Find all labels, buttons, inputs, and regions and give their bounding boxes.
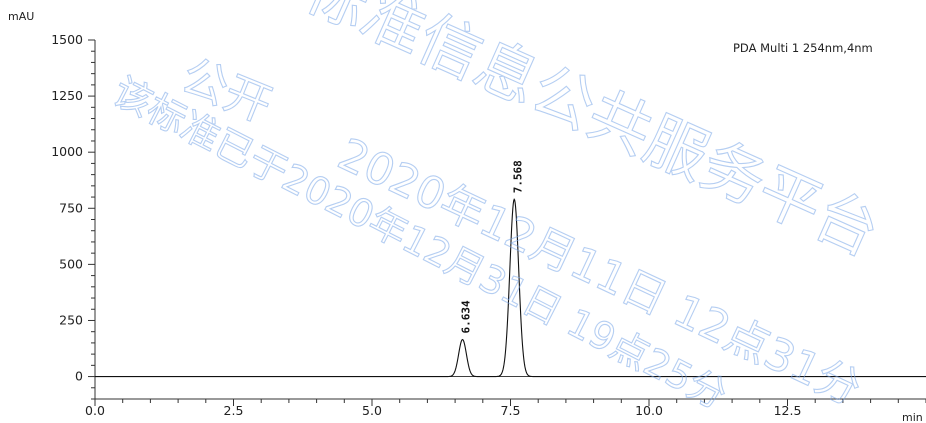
axes: 0 250 500 750 1000 1250 1500 0.0 2.5 5.0 7.5 10.0 12… xyxy=(51,32,926,418)
x-unit-label: min xyxy=(902,411,923,423)
y-unit-label: mAU xyxy=(8,10,34,23)
y-tick-label: 1500 xyxy=(51,32,83,47)
chromatogram-trace xyxy=(95,198,926,378)
x-tick-label: 12.5 xyxy=(774,403,802,418)
y-tick-label: 1250 xyxy=(51,88,83,103)
trace-group: 6.634 7.568 xyxy=(95,160,926,378)
x-tick-label: 2.5 xyxy=(224,403,244,418)
x-tick-label: 0.0 xyxy=(85,403,105,418)
x-tick-label: 10.0 xyxy=(635,403,663,418)
peak-label: 7.568 xyxy=(511,160,524,193)
y-tick-label: 0 xyxy=(75,369,83,384)
peak-label: 6.634 xyxy=(460,300,473,333)
y-tick-label: 250 xyxy=(59,312,83,327)
labels: mAU min PDA Multi 1 254nm,4nm xyxy=(8,10,923,423)
y-tick-label: 500 xyxy=(59,256,83,271)
legend-label: PDA Multi 1 254nm,4nm xyxy=(733,41,873,55)
y-tick-label: 1000 xyxy=(51,144,83,159)
y-tick-label: 750 xyxy=(59,200,83,215)
x-tick-label: 7.5 xyxy=(501,403,521,418)
x-tick-label: 5.0 xyxy=(362,403,382,418)
watermark: 公开 标准信息公共服务平台 该标准已于2020年12月31日 19点25分 20… xyxy=(105,0,890,418)
